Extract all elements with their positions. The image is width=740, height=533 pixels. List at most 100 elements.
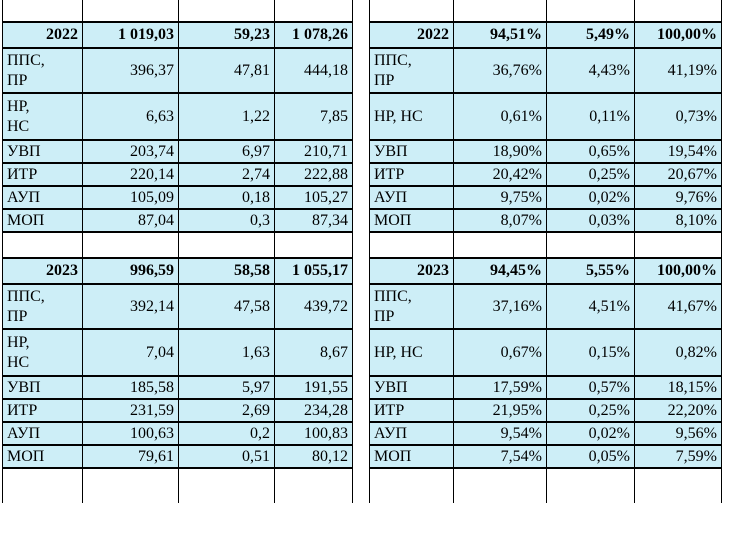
label-cell: АУП: [2, 421, 83, 446]
total-cell: 1 055,17: [274, 257, 353, 285]
table-row: ППС, ПР 37,16% 4,51% 41,67%: [369, 283, 722, 330]
value-cell: 0,65%: [546, 139, 635, 164]
label-cell: АУП: [369, 185, 454, 210]
value-cell: 0,25%: [546, 162, 635, 187]
table-row: МОП 7,54% 0,05% 7,59%: [369, 444, 722, 469]
value-cell: 87,34: [274, 208, 353, 233]
empty-cell: [178, 231, 275, 259]
value-cell: 22,20%: [634, 398, 722, 423]
spacer-row: [369, 231, 722, 259]
value-cell: 0,73%: [634, 92, 722, 141]
table-row: ППС, ПР 392,14 47,58 439,72: [2, 283, 353, 330]
table-row: АУП 9,75% 0,02% 9,76%: [369, 185, 722, 210]
label-cell: УВП: [369, 139, 454, 164]
value-cell: 41,19%: [634, 47, 722, 94]
spacer-row: [369, 467, 722, 503]
total-cell: 1 078,26: [274, 21, 353, 49]
value-cell: 0,3: [178, 208, 275, 233]
value-cell: 0,2: [178, 421, 275, 446]
value-cell: 6,63: [82, 92, 179, 141]
empty-cell: [369, 0, 454, 23]
value-cell: 9,76%: [634, 185, 722, 210]
empty-cell: [453, 467, 547, 503]
label-cell: МОП: [369, 208, 454, 233]
table-row: НР, НС 6,63 1,22 7,85: [2, 92, 353, 141]
total-cell: 94,51%: [453, 21, 547, 49]
value-cell: 0,03%: [546, 208, 635, 233]
value-cell: 0,18: [178, 185, 275, 210]
tables-container: 2022 1 019,03 59,23 1 078,26 ППС, ПР 396…: [2, 0, 722, 503]
label-cell: ИТР: [369, 398, 454, 423]
value-cell: 80,12: [274, 444, 353, 469]
label-cell: АУП: [369, 421, 454, 446]
empty-cell: [369, 231, 454, 259]
value-cell: 7,54%: [453, 444, 547, 469]
value-cell: 203,74: [82, 139, 179, 164]
empty-cell: [2, 231, 83, 259]
table-row: АУП 100,63 0,2 100,83: [2, 421, 353, 446]
value-cell: 0,02%: [546, 185, 635, 210]
table-row: УВП 17,59% 0,57% 18,15%: [369, 375, 722, 400]
value-cell: 0,51: [178, 444, 275, 469]
label-cell: ППС, ПР: [369, 283, 454, 330]
table-row: НР, НС 7,04 1,63 8,67: [2, 328, 353, 377]
value-cell: 2,69: [178, 398, 275, 423]
value-cell: 0,11%: [546, 92, 635, 141]
value-cell: 79,61: [82, 444, 179, 469]
empty-cell: [274, 0, 353, 23]
empty-cell: [369, 467, 454, 503]
total-cell: 996,59: [82, 257, 179, 285]
value-cell: 47,58: [178, 283, 275, 330]
empty-cell: [178, 0, 275, 23]
value-cell: 0,15%: [546, 328, 635, 377]
empty-cell: [178, 467, 275, 503]
empty-cell: [546, 0, 635, 23]
table-row: АУП 105,09 0,18 105,27: [2, 185, 353, 210]
value-cell: 105,09: [82, 185, 179, 210]
value-cell: 9,56%: [634, 421, 722, 446]
label-cell: МОП: [2, 208, 83, 233]
year-header-row: 2022 1 019,03 59,23 1 078,26: [2, 21, 353, 49]
value-cell: 19,54%: [634, 139, 722, 164]
value-cell: 18,15%: [634, 375, 722, 400]
value-cell: 396,37: [82, 47, 179, 94]
label-cell: ППС, ПР: [2, 47, 83, 94]
value-cell: 20,67%: [634, 162, 722, 187]
value-cell: 18,90%: [453, 139, 547, 164]
spacer-row: [2, 231, 353, 259]
label-cell: ППС, ПР: [369, 47, 454, 94]
value-cell: 87,04: [82, 208, 179, 233]
total-cell: 100,00%: [634, 21, 722, 49]
empty-cell: [274, 231, 353, 259]
year-header-row: 2023 996,59 58,58 1 055,17: [2, 257, 353, 285]
label-cell: НР, НС: [2, 328, 83, 377]
empty-cell: [546, 467, 635, 503]
label-cell: НР, НС: [369, 92, 454, 141]
total-cell: 59,23: [178, 21, 275, 49]
table-row: ИТР 21,95% 0,25% 22,20%: [369, 398, 722, 423]
empty-cell: [453, 0, 547, 23]
empty-cell: [453, 231, 547, 259]
value-cell: 6,97: [178, 139, 275, 164]
table-row: НР, НС 0,67% 0,15% 0,82%: [369, 328, 722, 377]
total-cell: 5,55%: [546, 257, 635, 285]
empty-cell: [82, 467, 179, 503]
value-cell: 0,61%: [453, 92, 547, 141]
value-cell: 4,43%: [546, 47, 635, 94]
value-cell: 4,51%: [546, 283, 635, 330]
label-cell: ИТР: [369, 162, 454, 187]
right-percent-table: 2022 94,51% 5,49% 100,00% ППС, ПР 36,76%…: [369, 0, 722, 503]
value-cell: 222,88: [274, 162, 353, 187]
value-cell: 5,97: [178, 375, 275, 400]
label-cell: МОП: [369, 444, 454, 469]
value-cell: 0,57%: [546, 375, 635, 400]
value-cell: 0,67%: [453, 328, 547, 377]
value-cell: 392,14: [82, 283, 179, 330]
table-row: АУП 9,54% 0,02% 9,56%: [369, 421, 722, 446]
total-cell: 5,49%: [546, 21, 635, 49]
value-cell: 0,05%: [546, 444, 635, 469]
value-cell: 0,25%: [546, 398, 635, 423]
value-cell: 191,55: [274, 375, 353, 400]
total-cell: 58,58: [178, 257, 275, 285]
table-row: ИТР 220,14 2,74 222,88: [2, 162, 353, 187]
